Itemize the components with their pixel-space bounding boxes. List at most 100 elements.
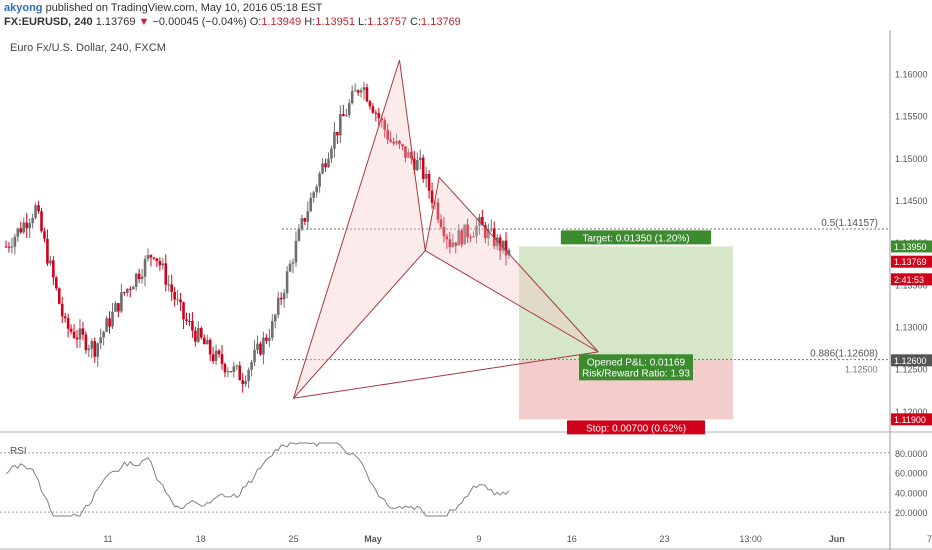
candle-body	[368, 101, 372, 107]
candle-body	[167, 284, 171, 286]
candle-body	[52, 260, 55, 278]
candle-body	[72, 331, 76, 338]
author-link[interactable]: akyong	[4, 2, 43, 14]
candle-body	[353, 90, 357, 92]
low-value: 1.13757	[367, 16, 407, 28]
candle-body	[140, 276, 144, 279]
candle-body	[69, 328, 73, 332]
candle-body	[81, 328, 85, 335]
candle-body	[241, 380, 245, 385]
candle-body	[96, 343, 100, 357]
candle-body	[475, 225, 478, 237]
rsi-line	[5, 442, 510, 517]
candle-body	[108, 318, 111, 327]
candle-body	[179, 299, 182, 303]
chart-title: Euro Fx/U.S. Dollar, 240, FXCM	[10, 42, 166, 54]
price-tick-label: 1.12500	[895, 365, 928, 375]
target-label-bg	[560, 230, 712, 245]
candle-body	[433, 202, 437, 204]
candle-body	[78, 328, 82, 340]
candle-body	[365, 87, 369, 102]
candle-body	[176, 299, 179, 301]
candle-body	[93, 341, 97, 357]
candle-body	[371, 106, 375, 113]
candle-body	[489, 228, 493, 230]
candle-body	[445, 236, 449, 240]
candle-body	[105, 318, 108, 332]
close-label: C:	[410, 16, 422, 28]
risk-reward-label: Risk/Reward Ratio: 1.93	[582, 368, 690, 379]
candle-body	[430, 190, 434, 203]
candle-body	[401, 144, 404, 147]
candle-body	[469, 237, 472, 239]
candle-body	[427, 173, 431, 191]
pnl-label: Opened P&L: 0.01169	[587, 357, 686, 368]
candle-body	[87, 348, 91, 351]
candle-body	[303, 218, 307, 222]
candle-body	[448, 239, 452, 248]
rsi-tick-label: 80.0000	[895, 449, 928, 459]
candle-body	[202, 337, 206, 345]
candle-body	[439, 219, 443, 228]
candle-body	[170, 284, 173, 292]
candle-body	[291, 262, 295, 264]
open-label: O:	[249, 16, 262, 28]
candle-body	[250, 362, 253, 370]
rsi-tick-label: 60.0000	[895, 469, 928, 479]
pnl-box-bg	[579, 354, 693, 381]
candle-body	[265, 337, 268, 341]
candle-body	[495, 237, 499, 247]
candle-body	[66, 318, 70, 329]
candle-body	[415, 160, 419, 171]
candle-body	[404, 146, 407, 158]
low-label: L:	[358, 16, 368, 28]
candle-body	[102, 331, 105, 338]
candle-body	[306, 211, 310, 222]
candle-body	[288, 263, 292, 272]
candle-body	[374, 112, 378, 114]
candle-body	[90, 341, 94, 349]
candle-body	[16, 228, 20, 237]
harmonic-triangle-xab	[293, 59, 426, 399]
high-value: 1.13951	[315, 16, 355, 28]
candle-body	[185, 319, 188, 321]
candle-body	[22, 222, 26, 233]
candle-body	[356, 90, 360, 93]
time-tick-label: 23	[659, 534, 669, 544]
candles-group	[4, 81, 511, 393]
candle-body	[84, 334, 88, 351]
harmonic-triangle-bcd	[424, 176, 599, 353]
rsi-tick-label: 20.0000	[895, 508, 928, 518]
candle-body	[321, 163, 324, 174]
symbol-label: FX:EURUSD, 240	[4, 16, 93, 28]
candle-body	[282, 293, 286, 300]
candle-body	[37, 205, 40, 212]
candle-body	[501, 240, 505, 251]
chart-header: akyong published on TradingView.com, May…	[0, 0, 932, 30]
high-label: H:	[304, 16, 316, 28]
candle-body	[454, 242, 458, 246]
candle-body	[389, 139, 392, 142]
candle-body	[359, 90, 363, 93]
candle-body	[191, 321, 194, 331]
candle-body	[466, 224, 469, 238]
close-value: 1.13769	[421, 16, 461, 28]
candle-body	[407, 152, 410, 158]
candle-body	[442, 227, 446, 237]
price-tag-bg	[891, 413, 932, 426]
publish-info: akyong published on TradingView.com, May…	[4, 2, 322, 14]
candle-body	[137, 273, 141, 279]
publish-text: published on TradingView.com, May 10, 20…	[42, 2, 323, 14]
candle-body	[504, 240, 508, 256]
candle-body	[199, 328, 203, 338]
candle-body	[244, 380, 247, 385]
price-tick-label: 1.13500	[895, 280, 928, 290]
candle-body	[318, 173, 321, 187]
candle-body	[330, 148, 333, 159]
candle-body	[60, 303, 64, 317]
candle-body	[226, 371, 230, 373]
candle-body	[259, 343, 262, 355]
chart-canvas[interactable]: Euro Fx/U.S. Dollar, 240, FXCM1.120001.1…	[0, 30, 932, 550]
fib-level-label: 0.886(1.12608)	[810, 349, 878, 360]
price-tick-label: 1.15500	[895, 112, 928, 122]
